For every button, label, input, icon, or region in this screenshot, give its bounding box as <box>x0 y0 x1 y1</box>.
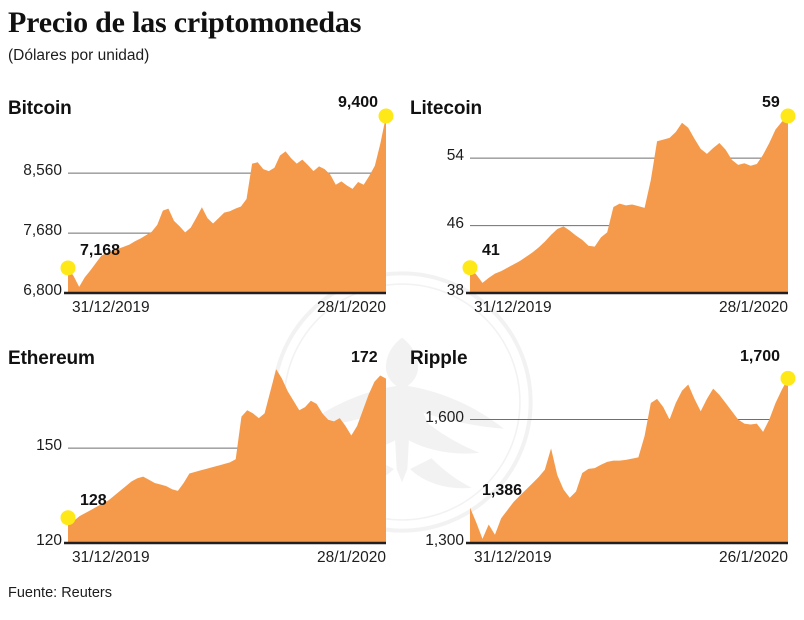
end-value-label: 172 <box>351 348 378 366</box>
y-axis-label: 120 <box>36 532 62 549</box>
area-series <box>68 369 386 543</box>
y-axis-label: 150 <box>36 437 62 455</box>
y-axis-label: 1,300 <box>425 532 464 549</box>
page-title: Precio de las criptomonedas <box>8 6 362 39</box>
plot-ripple: 1,300 1,600 31/12/2019 26/1/2020 1,386 1,700 <box>402 348 804 573</box>
area-series <box>470 116 788 293</box>
start-point-marker <box>60 260 76 276</box>
y-axis-label: 6,800 <box>23 282 62 299</box>
chart-litecoin: Litecoin 38 46 54 31/12/2019 28/1/2020 41 59 <box>402 94 804 348</box>
area-series <box>68 116 386 293</box>
chart-grid: Bitcoin 6,800 7,680 8,560 31/12/2019 28/1/20… <box>0 94 804 598</box>
chart-title-litecoin: Litecoin <box>410 98 483 119</box>
y-axis-label: 54 <box>446 147 464 165</box>
start-value-label: 7,168 <box>80 241 121 259</box>
start-point-marker <box>462 260 478 276</box>
chart-bitcoin: Bitcoin 6,800 7,680 8,560 31/12/2019 28/1/20… <box>0 94 402 348</box>
chart-title-ethereum: Ethereum <box>8 348 95 369</box>
start-value-label: 1,386 <box>482 481 523 499</box>
end-point-marker <box>780 108 796 124</box>
chart-row-bottom: Ethereum 120 150 31/12/2019 28/1/2020 128 172… <box>0 348 804 598</box>
y-axis-label: 7,680 <box>23 222 62 240</box>
end-value-label: 1,700 <box>740 348 781 366</box>
area-series <box>470 378 788 543</box>
y-axis-label: 38 <box>446 282 464 299</box>
plot-litecoin: 38 46 54 31/12/2019 28/1/2020 41 59 <box>402 94 804 323</box>
start-value-label: 41 <box>482 241 500 259</box>
plot-bitcoin: 6,800 7,680 8,560 31/12/2019 28/1/2020 7,168 9… <box>0 94 402 323</box>
end-point-marker <box>780 370 796 386</box>
x-axis-label-end: 28/1/2020 <box>317 549 386 566</box>
x-axis-label-start: 31/12/2019 <box>474 549 552 566</box>
x-axis-label-start: 31/12/2019 <box>474 299 552 316</box>
end-point-marker <box>378 108 394 124</box>
x-axis-label-start: 31/12/2019 <box>72 299 150 316</box>
chart-ripple: Ripple 1,300 1,600 31/12/2019 26/1/2020 1,38… <box>402 348 804 598</box>
end-value-label: 59 <box>762 94 780 111</box>
header: Precio de las criptomonedas (Dólares por… <box>8 6 361 64</box>
start-value-label: 128 <box>80 491 107 509</box>
page-subtitle: (Dólares por unidad) <box>8 47 150 64</box>
chart-ethereum: Ethereum 120 150 31/12/2019 28/1/2020 128 172 <box>0 348 402 598</box>
chart-row-top: Bitcoin 6,800 7,680 8,560 31/12/2019 28/1/20… <box>0 94 804 348</box>
y-axis-label: 8,560 <box>23 162 62 180</box>
y-axis-label: 1,600 <box>425 408 464 426</box>
x-axis-label-end: 28/1/2020 <box>317 299 386 316</box>
y-axis-label: 46 <box>446 214 464 232</box>
plot-ethereum: 120 150 31/12/2019 28/1/2020 128 172 <box>0 348 402 573</box>
start-point-marker <box>60 510 76 526</box>
source-note: Fuente: Reuters <box>8 585 112 601</box>
chart-title-ripple: Ripple <box>410 348 468 369</box>
x-axis-label-start: 31/12/2019 <box>72 549 150 566</box>
end-value-label: 9,400 <box>338 94 379 111</box>
x-axis-label-end: 26/1/2020 <box>719 549 788 566</box>
x-axis-label-end: 28/1/2020 <box>719 299 788 316</box>
chart-title-bitcoin: Bitcoin <box>8 98 72 119</box>
